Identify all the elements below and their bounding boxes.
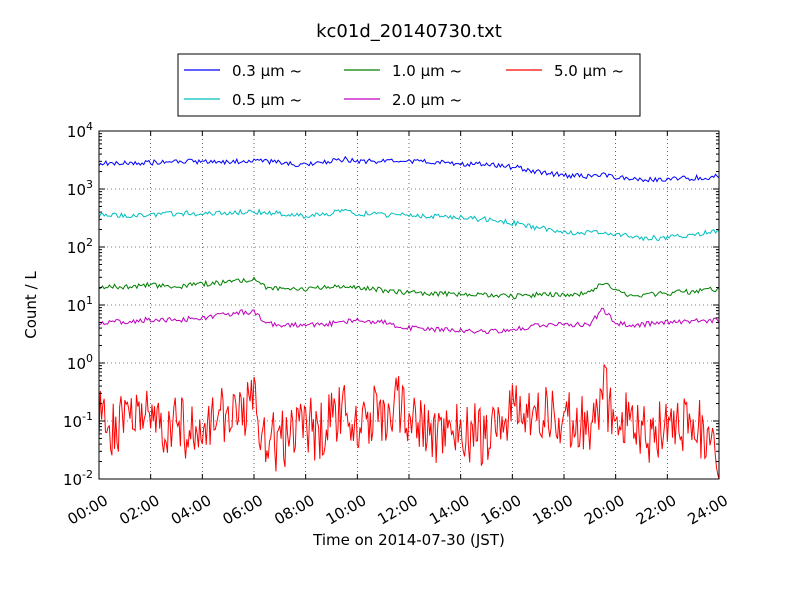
legend-label: 0.3 μm ~ (232, 62, 302, 80)
series-line (98, 208, 720, 242)
x-tick-label: 24:00 (685, 491, 731, 528)
grid (99, 131, 719, 479)
x-tick-label: 22:00 (633, 491, 679, 528)
y-tick-base: 10 (67, 297, 86, 315)
x-tick-label: 08:00 (271, 491, 317, 528)
y-tick-exponent: 1 (86, 294, 93, 307)
y-tick-exponent: 0 (86, 352, 93, 365)
series-layer (98, 155, 720, 480)
x-tick-label: 20:00 (581, 491, 627, 528)
y-tick-exponent: -2 (82, 468, 93, 481)
y-tick-label: 104 (67, 120, 93, 141)
x-tick-label: 06:00 (220, 491, 266, 528)
x-axis-label: Time on 2014-07-30 (JST) (312, 531, 505, 549)
y-tick-exponent: 2 (86, 236, 93, 249)
legend-box (177, 53, 641, 117)
series-line (98, 364, 720, 480)
y-tick-exponent: -1 (82, 410, 93, 423)
y-tick-base: 10 (63, 471, 82, 489)
x-tick-label: 04:00 (168, 491, 214, 528)
x-tick-label: 18:00 (530, 491, 576, 528)
y-tick-label: 103 (67, 178, 93, 199)
y-tick-label: 10-2 (63, 468, 93, 489)
legend: 0.3 μm ~ 0.5 μm ~ 1.0 μm ~ 2.0 μm ~ 5.0 μm ~ (177, 53, 641, 117)
x-tick-label: 10:00 (323, 491, 369, 528)
legend-label: 1.0 μm ~ (392, 62, 462, 80)
y-tick-base: 10 (63, 413, 82, 431)
y-tick-label: 10-1 (63, 410, 93, 431)
y-tick-label: 100 (67, 352, 93, 373)
legend-label: 0.5 μm ~ (232, 91, 302, 109)
x-tick-label: 12:00 (375, 491, 421, 528)
y-tick-base: 10 (67, 181, 86, 199)
y-tick-exponent: 3 (86, 178, 93, 191)
legend-label: 5.0 μm ~ (554, 62, 624, 80)
x-tick-label: 16:00 (478, 491, 524, 528)
chart-title: kc01d_20140730.txt (316, 21, 502, 42)
series-line (98, 307, 720, 335)
series-line (98, 155, 720, 183)
x-tick-label: 02:00 (116, 491, 162, 528)
y-tick-label: 101 (67, 294, 93, 315)
legend-label: 2.0 μm ~ (392, 91, 462, 109)
x-tick-label: 00:00 (65, 491, 111, 528)
y-tick-exponent: 4 (86, 120, 93, 133)
y-tick-base: 10 (67, 123, 86, 141)
y-tick-base: 10 (67, 239, 86, 257)
series-line (98, 276, 720, 300)
x-axis: 00:00 02:00 04:00 06:00 08:00 10:00 12:00 14:00… (65, 131, 731, 528)
x-tick-label: 14:00 (426, 491, 472, 528)
y-tick-base: 10 (67, 355, 86, 373)
y-axis-label: Count / L (22, 271, 40, 339)
y-tick-label: 102 (67, 236, 93, 257)
